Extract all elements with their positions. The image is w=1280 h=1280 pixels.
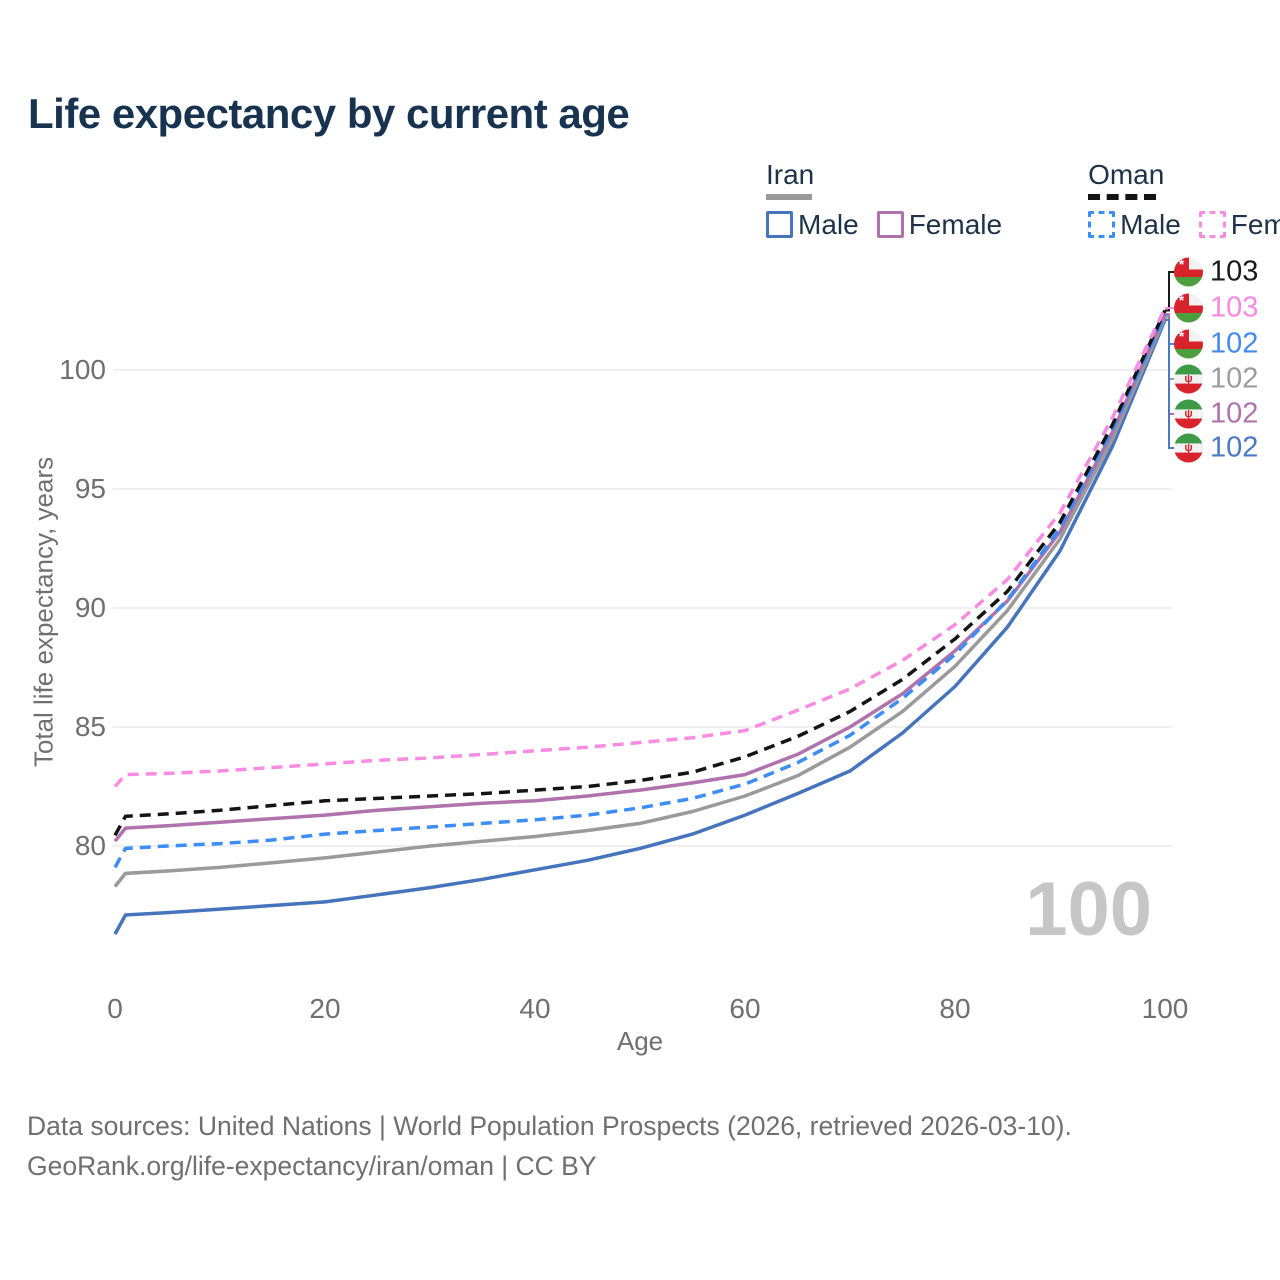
legend-item-oman-female[interactable]: Female	[1198, 208, 1280, 241]
legend-group-iran: Iran Male Female	[766, 159, 1002, 241]
y-tick-label-90: 90	[75, 592, 106, 623]
line-oman_male[interactable]	[113, 314, 1167, 869]
x-tick-label-100: 100	[1142, 993, 1189, 1024]
y-tick-label-100: 100	[59, 354, 106, 385]
legend-item-iran-female[interactable]: Female	[876, 208, 1003, 241]
footer-attribution: GeoRank.org/life-expectancy/iran/oman | …	[27, 1151, 597, 1181]
legend-group-header-iran[interactable]: Iran	[766, 159, 815, 200]
y-tick-label-85: 85	[75, 711, 106, 742]
x-tick-label-80: 80	[939, 993, 970, 1024]
x-tick-label-0: 0	[107, 993, 123, 1024]
legend-item-label-iran-female: Female	[908, 208, 1003, 240]
legend-line-swatch-oman	[1088, 193, 1157, 200]
leader-line-oman_total	[1165, 271, 1176, 312]
legend: Iran Male Female Oman	[766, 159, 1280, 241]
y-tick-label-95: 95	[75, 473, 106, 504]
legend-item-label-oman-female: Female	[1230, 208, 1280, 240]
leader-line-iran_female	[1165, 313, 1176, 415]
line-oman_female[interactable]	[113, 307, 1167, 788]
series-lines	[113, 307, 1167, 935]
footer: Data sources: United Nations | World Pop…	[27, 1106, 1072, 1186]
legend-item-label-oman-male: Male	[1120, 208, 1181, 240]
legend-swatch-iran-female	[876, 211, 904, 239]
line-iran_female[interactable]	[113, 313, 1167, 843]
legend-item-iran-male[interactable]: Male	[766, 209, 859, 241]
y-tick-labels: 80 85 90 95 100	[59, 354, 106, 861]
legend-swatch-oman-female	[1198, 211, 1226, 239]
legend-items-iran: Male Female	[766, 209, 1002, 241]
line-oman_total[interactable]	[113, 309, 1167, 837]
legend-group-label-oman: Oman	[1088, 159, 1165, 190]
age-counter: 100	[1025, 867, 1152, 952]
line-iran_male[interactable]	[113, 319, 1167, 935]
page-title: Life expectancy by current age	[28, 90, 630, 137]
x-axis-title: Age	[616, 1026, 664, 1056]
x-tick-labels: 0 20 40 60 80 100	[107, 993, 1188, 1024]
gridlines	[113, 369, 1172, 847]
legend-swatch-oman-male	[1088, 211, 1116, 239]
legend-group-oman: Oman Male Female	[1088, 159, 1280, 241]
legend-item-oman-male[interactable]: Male	[1088, 209, 1181, 241]
y-tick-label-80: 80	[75, 830, 106, 861]
x-tick-label-20: 20	[309, 993, 340, 1024]
legend-group-header-oman[interactable]: Oman	[1088, 159, 1165, 200]
x-tick-label-40: 40	[519, 993, 550, 1024]
leader-line-iran_male	[1165, 319, 1176, 449]
x-tick-label-60: 60	[729, 993, 760, 1024]
y-axis-title: Total life expectancy, years	[28, 456, 59, 768]
legend-group-label-iran: Iran	[766, 159, 815, 190]
legend-swatch-iran-male	[766, 211, 793, 239]
line-iran_total[interactable]	[113, 316, 1167, 888]
legend-items-oman: Male Female	[1088, 209, 1280, 241]
legend-item-label-iran-male: Male	[798, 208, 859, 240]
legend-line-swatch-iran	[766, 193, 812, 200]
leader-lines	[1165, 271, 1176, 449]
footer-datasources: Data sources: United Nations | World Pop…	[27, 1111, 1072, 1141]
